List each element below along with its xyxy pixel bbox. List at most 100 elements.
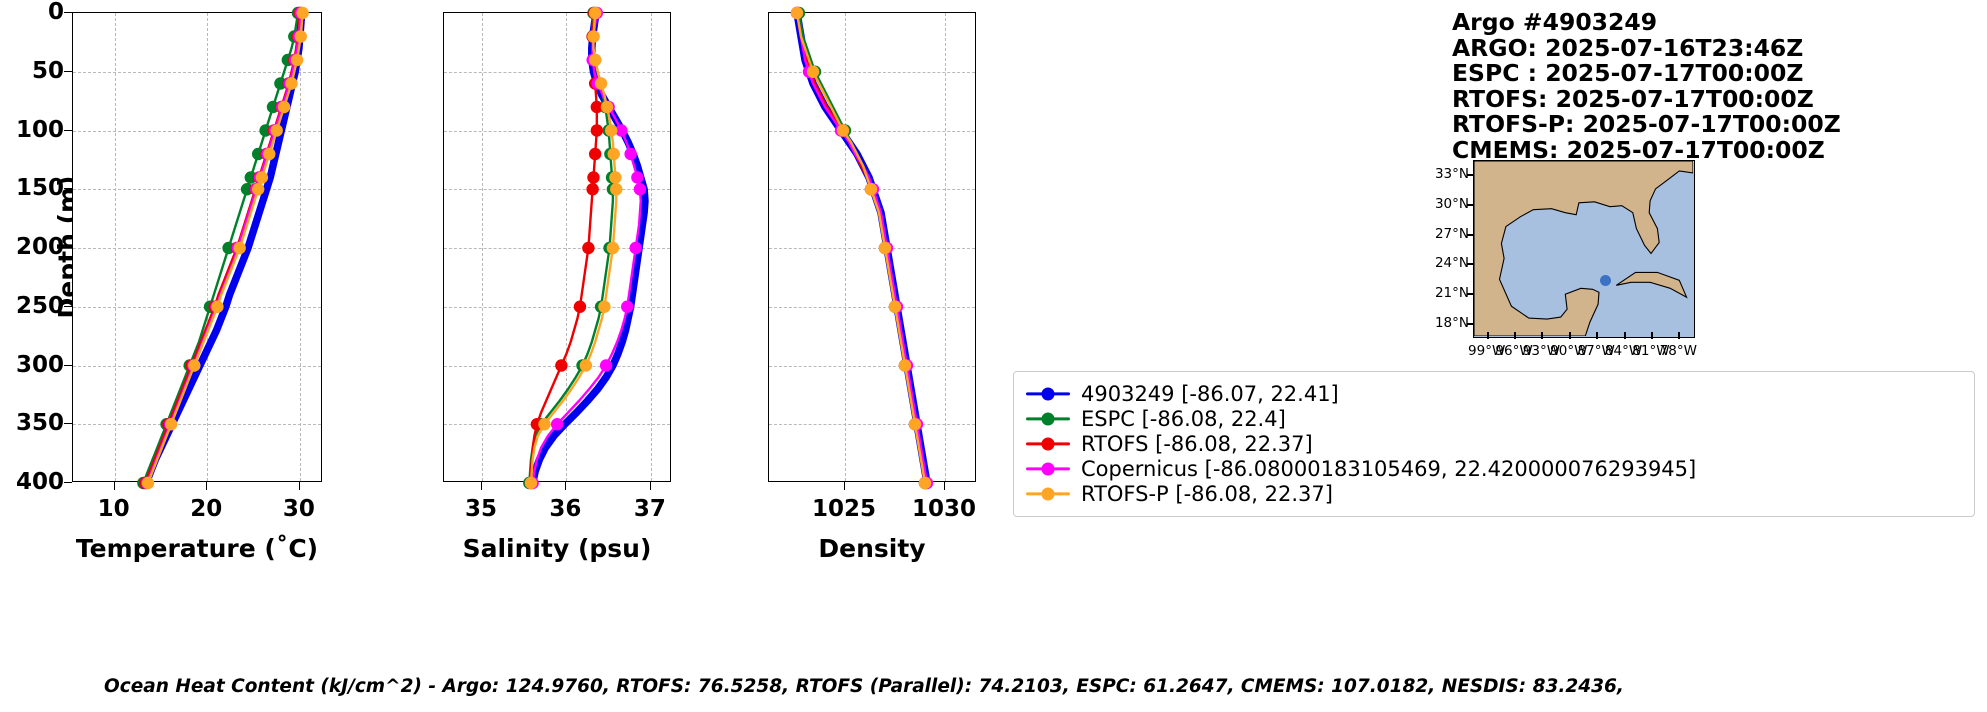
map-lon-tick [1678,332,1681,339]
map-lon-label: 99°W [1468,343,1506,359]
salinity-tick-label: 37 [633,496,666,522]
gridline-horizontal [444,306,670,308]
depth-tick-mark [64,482,72,483]
temperature-plot [72,6,322,490]
series-marker-copernicus [621,300,634,313]
series-marker-rtofs-p [606,241,620,255]
map-lon-label: 84°W [1604,343,1643,359]
temperature-tick-mark [206,482,208,490]
series-marker-copernicus [629,241,642,255]
map-lat-label: 30°N [1434,195,1469,212]
legend-label: ESPC [-86.08, 22.4] [1081,406,1286,431]
depth-tick-label: 200 [15,234,64,260]
gridline-vertical [207,13,209,481]
gridline-horizontal [444,71,670,73]
series-marker-rtofs-p [790,6,804,20]
density-axes [768,6,976,490]
series-marker-rtofs-p [270,124,283,137]
map-lon-label: 93°W [1522,343,1561,359]
gridline-horizontal [73,248,321,249]
gridline-horizontal [444,189,670,191]
density-axis-title: Density [818,534,926,563]
depth-tick-mark [64,188,72,190]
depth-tick-mark [64,364,72,366]
depth-tick-label: 50 [31,57,64,84]
gridline-horizontal [444,248,670,249]
salinity-axis-title: Salinity (psu) [462,534,652,563]
density-tick-mark [844,482,845,490]
series-marker-rtofs-p [233,241,246,255]
legend-item-copernicus[interactable]: Copernicus [-86.08000183105469, 22.42000… [1026,456,1962,481]
series-marker-rtofs-p [594,77,608,90]
temperature-tick-label: 30 [282,496,315,522]
map-lat-label: 21°N [1434,285,1469,302]
series-marker-rtofs-p [211,300,224,313]
density-tick-label: 1030 [911,496,977,522]
gridline-horizontal [769,71,975,73]
depth-tick-label: 400 [15,469,64,495]
series-marker-rtofs-p [888,300,902,313]
series-marker-rtofs [555,359,568,372]
series-line-rtofs [795,11,927,485]
legend-item-rtofs[interactable]: RTOFS [-86.08, 22.37] [1026,431,1962,456]
series-marker-rtofs-p [285,77,298,90]
gridline-horizontal [73,424,321,426]
map-lon-tick [1568,332,1571,339]
series-marker-copernicus [633,183,647,196]
temperature-tick-label: 20 [190,496,223,522]
depth-tick-label: 250 [15,292,64,319]
depth-tick-mark [64,423,72,425]
depth-tick-mark [64,70,72,72]
depth-tick-mark [64,129,72,131]
temperature-tick-mark [298,482,300,490]
series-marker-rtofs-p [587,30,600,43]
series-marker-copernicus [631,171,644,184]
series-marker-rtofs-p [579,359,593,372]
series-marker-rtofs-p [251,183,265,196]
series-marker-rtofs-p [164,418,178,431]
series-marker-rtofs-p [864,183,878,196]
series-marker-copernicus [615,124,628,137]
series-legend[interactable]: 4903249 [-86.07, 22.41] ESPC [-86.08, 22.… [1013,371,1975,517]
series-marker-rtofs-p [588,53,602,67]
legend-item-rtofs-p[interactable]: RTOFS-P [-86.08, 22.37] [1026,481,1962,506]
gridline-vertical [299,13,301,481]
map-lon-tick [1596,332,1599,339]
series-marker-rtofs-p [600,100,614,114]
gridline-horizontal [769,424,975,426]
legend-item-4903249[interactable]: 4903249 [-86.07, 22.41] [1026,381,1962,406]
series-marker-copernicus [624,147,637,161]
depth-tick-label: 300 [15,351,64,378]
series-marker-rtofs [586,183,599,196]
gridline-vertical [945,13,946,481]
salinity-plot [443,6,671,490]
gridline-horizontal [769,130,975,132]
legend-label: Copernicus [-86.08000183105469, 22.42000… [1081,456,1697,481]
series-marker-rtofs-p [255,171,269,184]
series-line-4903249 [142,9,306,487]
series-marker-rtofs-p [141,476,155,490]
series-marker-rtofs-p [188,359,201,372]
series-marker-rtofs-p [609,171,622,184]
depth-tick-label: 150 [15,175,64,202]
legend-marker-dot [1041,412,1055,425]
density-tick-mark [944,482,945,490]
series-marker-rtofs-p [588,6,602,20]
gridline-horizontal [73,189,321,191]
series-marker-rtofs-p [806,65,820,78]
map-lat-label: 27°N [1434,225,1469,242]
legend-marker-dot [1041,437,1055,450]
temperature-series-layer [137,6,309,490]
series-marker-rtofs-p [598,300,611,313]
legend-swatch [1026,412,1070,426]
map-canvas[interactable] [1473,160,1695,338]
legend-item-espc[interactable]: ESPC [-86.08, 22.4] [1026,406,1962,431]
temperature-axis-title: Temperature (˚C) [75,534,319,563]
density-plot [768,6,976,490]
legend-swatch [1026,487,1070,501]
gridline-vertical [482,13,483,481]
float-info-block: Argo #4903249 ARGO: 2025-07-16T23:46Z ES… [1452,8,1841,164]
gridline-vertical [845,13,846,481]
legend-label: 4903249 [-86.07, 22.41] [1081,381,1339,406]
